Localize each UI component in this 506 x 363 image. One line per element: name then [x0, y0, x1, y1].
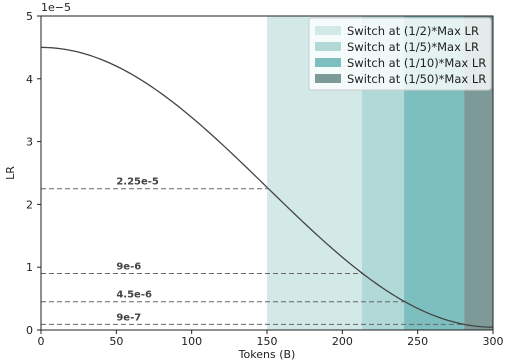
y-axis-offset-label: 1e−5	[41, 1, 71, 14]
legend: Switch at (1/2)*Max LR Switch at (1/5)*Ma…	[308, 17, 492, 91]
legend-swatch-2	[315, 42, 341, 51]
reference-label-2: 9e-6	[116, 261, 141, 272]
reference-label-3: 4.5e-6	[116, 290, 152, 301]
legend-label-2: Switch at (1/5)*Max LR	[347, 40, 479, 54]
y-tick-label: 5	[26, 10, 33, 23]
reference-label-1: 2.25e-5	[116, 177, 159, 188]
legend-swatch-1	[315, 26, 341, 35]
legend-box	[308, 17, 492, 91]
reference-lines: 2.25e-5 9e-6 4.5e-6 9e-7	[41, 177, 465, 325]
legend-swatch-4	[315, 74, 341, 83]
x-tick-label: 50	[109, 335, 123, 348]
y-tick-label: 4	[26, 73, 33, 86]
legend-swatch-3	[315, 58, 341, 67]
y-axis-ticks: 0 1 2 3 4 5	[26, 10, 41, 337]
legend-label-3: Switch at (1/10)*Max LR	[347, 56, 486, 70]
legend-label-1: Switch at (1/2)*Max LR	[347, 24, 479, 38]
legend-label-4: Switch at (1/50)*Max LR	[347, 72, 486, 86]
x-axis-label: Tokens (B)	[238, 348, 296, 361]
reference-label-4: 9e-7	[116, 312, 141, 323]
y-tick-label: 3	[26, 136, 33, 149]
x-tick-label: 300	[483, 335, 504, 348]
x-tick-label: 250	[407, 335, 428, 348]
y-tick-label: 0	[26, 324, 33, 337]
x-tick-label: 150	[257, 335, 278, 348]
y-tick-label: 1	[26, 261, 33, 274]
lr-curve	[40, 46, 494, 328]
x-tick-label: 100	[181, 335, 202, 348]
y-axis-label: LR	[4, 166, 17, 180]
x-tick-label: 200	[332, 335, 353, 348]
y-tick-label: 2	[26, 198, 33, 211]
x-axis-ticks: 0 50 100 150 200 250 300	[38, 330, 504, 348]
x-tick-label: 0	[38, 335, 45, 348]
